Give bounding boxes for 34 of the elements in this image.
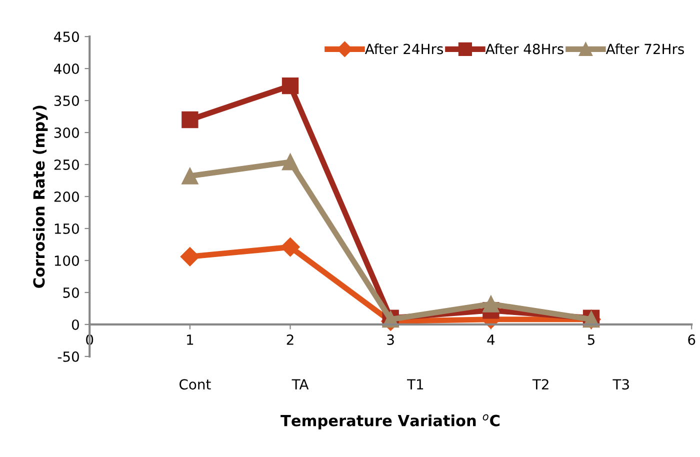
x-tick-label: 2	[286, 334, 294, 345]
x-tick-label: 5	[588, 334, 594, 345]
text: T3	[612, 379, 629, 390]
y-tick-label: 450	[54, 32, 79, 42]
point	[180, 247, 200, 266]
point	[182, 111, 198, 128]
text: TA	[292, 379, 309, 390]
x-axis-title: Temperature Variation $^{o}$C	[280, 414, 500, 430]
point	[182, 168, 198, 184]
point	[282, 154, 299, 170]
legend-label: After 48Hrs	[485, 44, 564, 54]
point	[282, 77, 299, 94]
y-tick-label: 0	[72, 319, 79, 330]
y-tick-label: 400	[54, 64, 79, 74]
x-tick-label: 3	[387, 334, 394, 345]
y-tick-label: -50	[58, 351, 79, 362]
y-tick-label: 150	[54, 223, 79, 234]
x-tick-label: 6	[688, 334, 696, 345]
point	[280, 238, 300, 257]
x-tick-label: 4	[487, 334, 495, 345]
y-tick-label: 50	[63, 287, 79, 298]
y-tick-label: 250	[54, 159, 79, 170]
y-tick-label: 300	[54, 128, 79, 138]
y-tick-label: 200	[54, 191, 79, 202]
legend-label: After 72Hrs	[606, 44, 684, 54]
y-tick-label: 350	[54, 96, 79, 106]
point	[482, 296, 500, 312]
text: T2	[532, 379, 548, 390]
text: T1	[406, 379, 424, 390]
y-tick-label: 100	[54, 255, 79, 266]
x-tick-label: 1	[187, 334, 194, 345]
text: Cont	[180, 379, 211, 390]
legend-label: After 24Hrs	[364, 44, 443, 54]
y-axis-title: Corrosion Rate (mpy)	[32, 106, 48, 288]
